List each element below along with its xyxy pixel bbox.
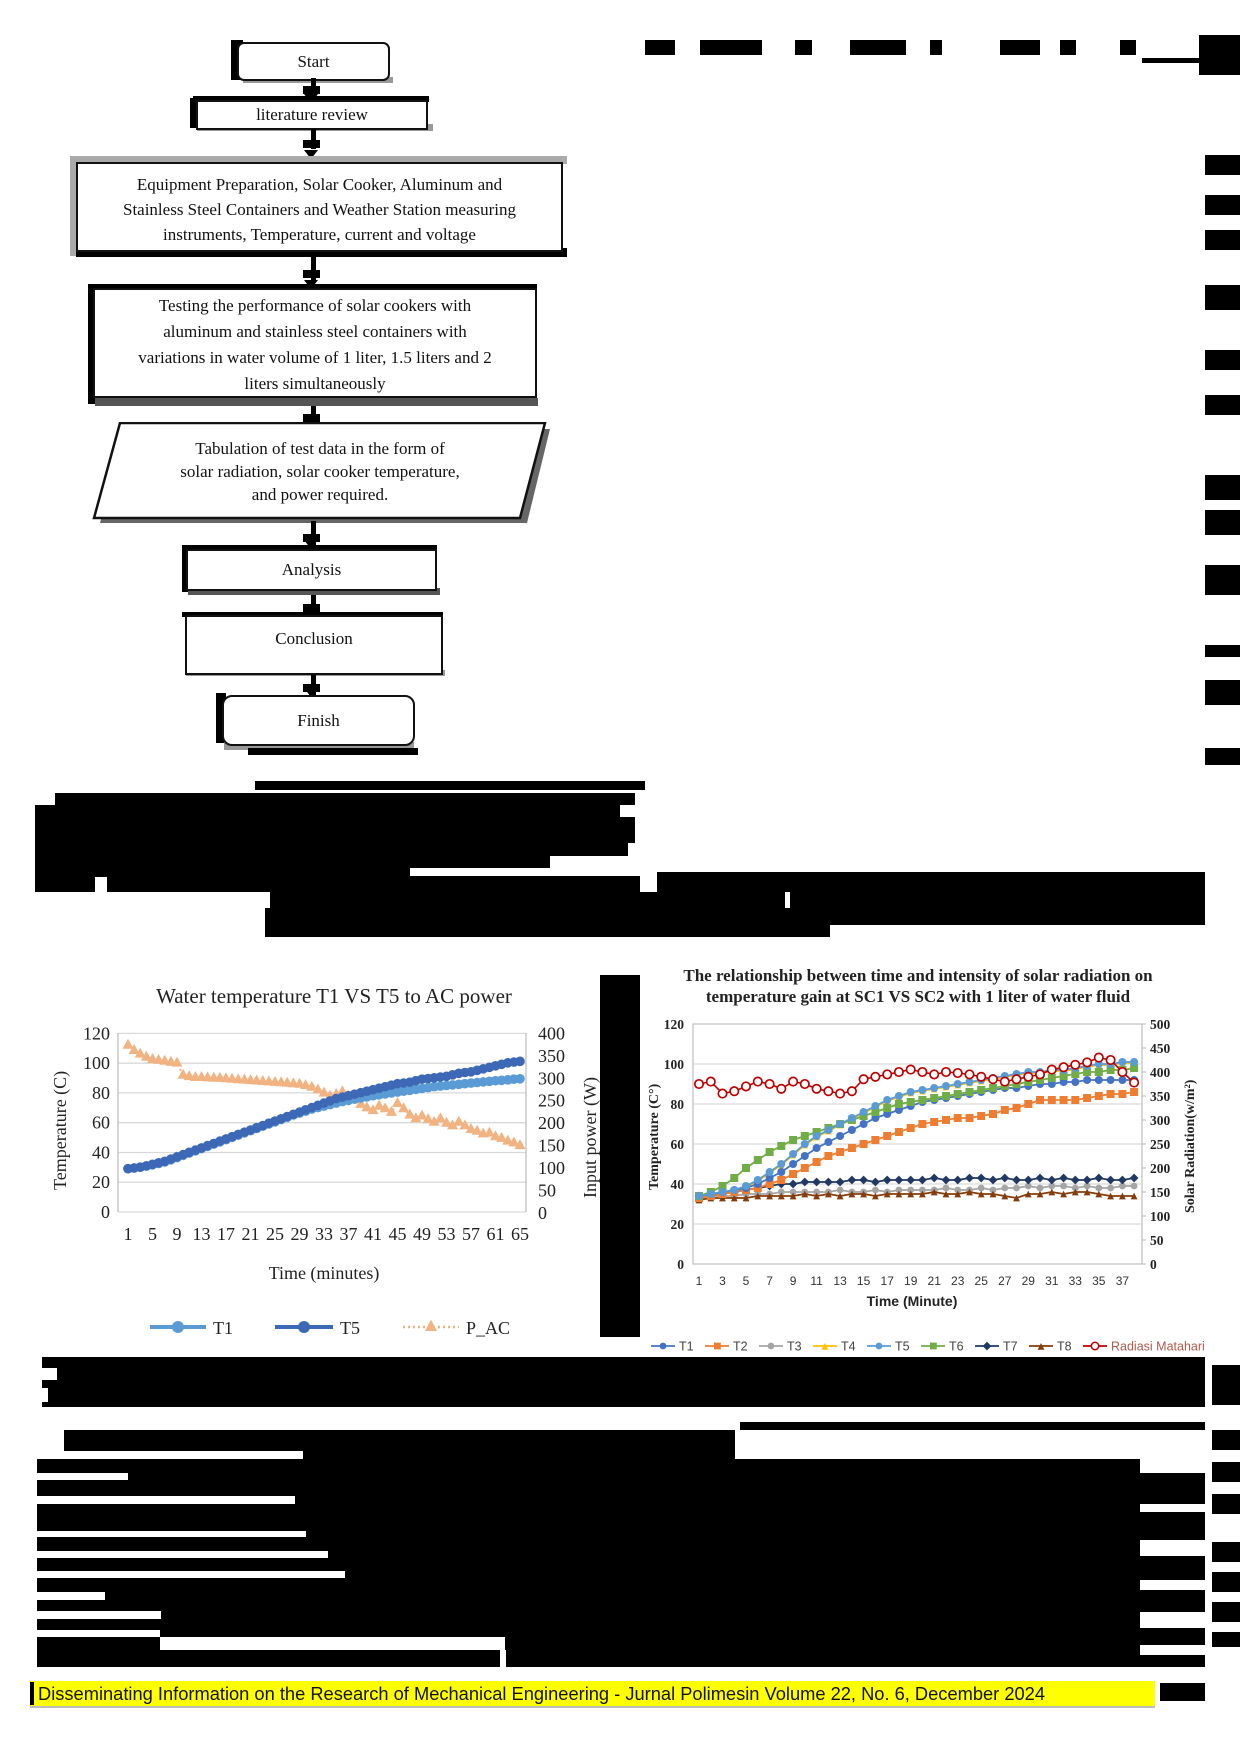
svg-text:29: 29 [1022,1274,1036,1288]
svg-text:250: 250 [538,1091,565,1111]
svg-text:T7: T7 [1003,1340,1018,1354]
svg-text:Temperature (C): Temperature (C) [50,1071,71,1190]
svg-text:Radiasi Matahari: Radiasi Matahari [1111,1340,1205,1354]
svg-text:50: 50 [538,1180,556,1200]
svg-text:100: 100 [1150,1209,1171,1224]
svg-text:17: 17 [881,1274,895,1288]
svg-text:37: 37 [340,1224,358,1244]
svg-text:100: 100 [664,1057,685,1072]
svg-text:65: 65 [511,1224,529,1244]
svg-text:350: 350 [1150,1089,1171,1104]
svg-text:120: 120 [664,1017,685,1032]
svg-text:21: 21 [928,1274,942,1288]
svg-text:100: 100 [538,1158,565,1178]
svg-text:21: 21 [242,1224,260,1244]
svg-text:60: 60 [92,1113,110,1133]
svg-text:1: 1 [124,1224,133,1244]
svg-text:61: 61 [487,1224,505,1244]
svg-text:Time (Minute): Time (Minute) [867,1293,958,1309]
svg-text:23: 23 [951,1274,965,1288]
svg-text:300: 300 [1150,1113,1171,1128]
svg-text:3: 3 [719,1274,726,1288]
svg-text:120: 120 [83,1023,110,1043]
svg-text:500: 500 [1150,1017,1171,1032]
svg-text:5: 5 [148,1224,157,1244]
svg-text:80: 80 [92,1083,110,1103]
svg-text:0: 0 [1150,1257,1157,1272]
svg-text:35: 35 [1092,1274,1106,1288]
svg-text:33: 33 [1069,1274,1083,1288]
svg-text:9: 9 [790,1274,797,1288]
svg-text:37: 37 [1116,1274,1130,1288]
svg-text:350: 350 [538,1046,565,1066]
svg-text:The relationship between time: The relationship between time and intens… [683,966,1153,985]
svg-text:T4: T4 [841,1340,856,1354]
svg-text:49: 49 [413,1224,431,1244]
svg-text:Water temperature T1 VS T5 to: Water temperature T1 VS T5 to AC power [156,984,512,1008]
svg-text:Solar Radiation(w/m²): Solar Radiation(w/m²) [1183,1079,1198,1213]
svg-text:17: 17 [217,1224,235,1244]
svg-text:T3: T3 [787,1340,802,1354]
svg-text:T1: T1 [679,1340,694,1354]
svg-text:29: 29 [291,1224,309,1244]
svg-text:20: 20 [92,1172,110,1192]
svg-text:100: 100 [83,1053,110,1073]
svg-text:P_AC: P_AC [466,1318,510,1338]
svg-text:31: 31 [1045,1274,1059,1288]
svg-text:Input power (W): Input power (W) [580,1077,601,1198]
svg-text:Time (minutes): Time (minutes) [269,1263,380,1284]
svg-text:400: 400 [1150,1065,1171,1080]
svg-text:25: 25 [975,1274,989,1288]
svg-text:80: 80 [671,1097,685,1112]
svg-text:60: 60 [671,1137,685,1152]
svg-text:400: 400 [538,1023,565,1043]
svg-text:0: 0 [677,1257,684,1272]
svg-text:T8: T8 [1057,1340,1072,1354]
svg-text:27: 27 [998,1274,1012,1288]
svg-text:40: 40 [671,1177,685,1192]
svg-text:T5: T5 [340,1318,360,1338]
svg-text:T1: T1 [213,1318,233,1338]
svg-text:13: 13 [833,1274,847,1288]
svg-text:T5: T5 [895,1340,910,1354]
svg-text:5: 5 [743,1274,750,1288]
svg-text:450: 450 [1150,1041,1171,1056]
svg-text:temperature gain at SC1 VS SC2: temperature gain at SC1 VS SC2 with 1 li… [706,987,1131,1006]
svg-text:1: 1 [696,1274,703,1288]
svg-text:45: 45 [389,1224,407,1244]
svg-text:Temperature (C°): Temperature (C°) [647,1083,662,1190]
svg-text:11: 11 [810,1274,823,1288]
svg-text:9: 9 [173,1224,182,1244]
svg-text:150: 150 [1150,1185,1171,1200]
svg-text:300: 300 [538,1068,565,1088]
svg-text:19: 19 [904,1274,918,1288]
svg-text:53: 53 [438,1224,456,1244]
svg-text:200: 200 [538,1113,565,1133]
svg-text:0: 0 [538,1203,547,1223]
svg-text:250: 250 [1150,1137,1171,1152]
svg-text:0: 0 [101,1202,110,1222]
svg-text:200: 200 [1150,1161,1171,1176]
svg-text:T6: T6 [949,1340,964,1354]
svg-text:57: 57 [462,1224,480,1244]
svg-text:13: 13 [193,1224,211,1244]
svg-text:50: 50 [1150,1233,1164,1248]
svg-text:41: 41 [364,1224,382,1244]
svg-text:15: 15 [857,1274,871,1288]
svg-text:7: 7 [766,1274,773,1288]
svg-text:150: 150 [538,1136,565,1156]
svg-text:20: 20 [671,1217,685,1232]
svg-text:40: 40 [92,1143,110,1163]
svg-text:25: 25 [266,1224,284,1244]
svg-text:33: 33 [315,1224,333,1244]
svg-text:T2: T2 [733,1340,748,1354]
